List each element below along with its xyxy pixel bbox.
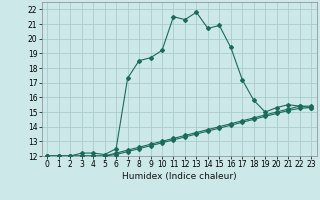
X-axis label: Humidex (Indice chaleur): Humidex (Indice chaleur)	[122, 172, 236, 181]
